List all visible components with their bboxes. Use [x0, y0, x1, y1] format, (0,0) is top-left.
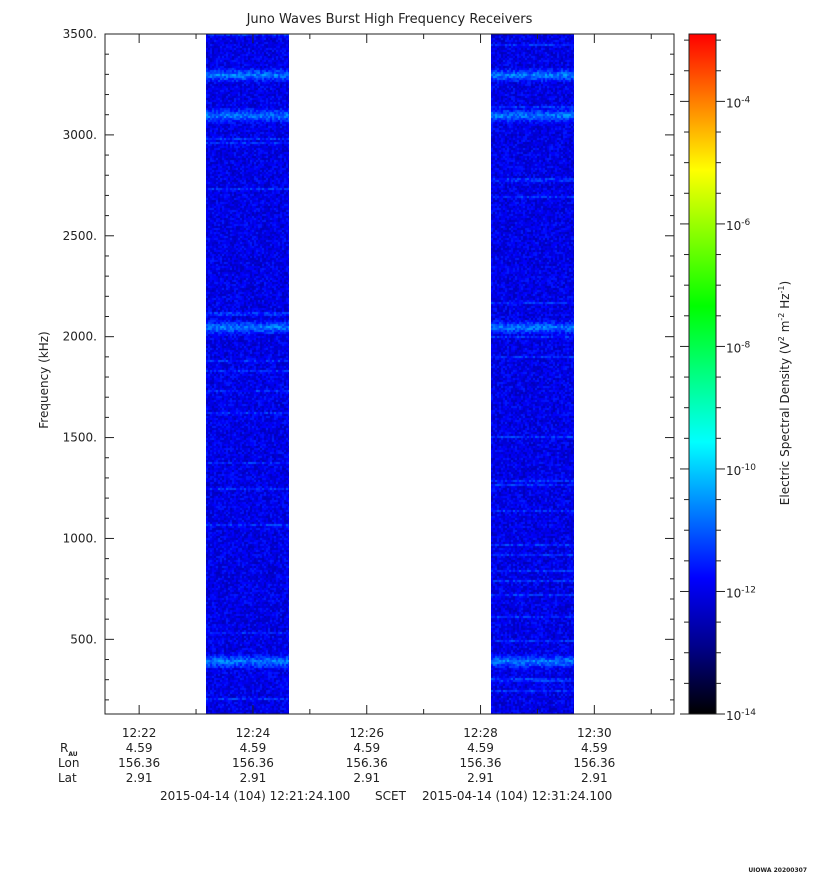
colorbar-tick-label: 10-6: [726, 218, 751, 233]
y-tick-label: 2000.: [63, 330, 97, 344]
time-range-scet: SCET: [375, 789, 406, 803]
x-tick-label: 12:30: [577, 726, 612, 740]
colorbar-label-sup: 2: [777, 336, 786, 341]
colorbar-label-part: Electric Spectral Density (V: [778, 340, 792, 505]
ephemeris-lat-value: 2.91: [467, 771, 494, 785]
colorbar-tick-label: 10-12: [726, 585, 756, 600]
y-tick-label: 1000.: [63, 531, 97, 545]
time-range-start: 2015-04-14 (104) 12:21:24.100: [160, 789, 351, 803]
y-axis-label: Frequency (kHz): [37, 331, 51, 428]
ephemeris-lat-value: 2.91: [580, 771, 608, 785]
ephemeris-r-value: 4.59: [125, 741, 153, 755]
ephemeris-lon-value: 156.36: [118, 756, 161, 770]
ephemeris-lat-value: 2.91: [125, 771, 153, 785]
ephemeris-lon-value: 156.36: [231, 756, 274, 770]
spectrogram-block: [205, 34, 289, 714]
y-tick-label: 1500.: [63, 431, 97, 445]
ephemeris-lon-value: 156.36: [573, 756, 616, 770]
ephemeris-lon-value: 156.36: [459, 756, 502, 770]
colorbar-label-part: m: [778, 321, 792, 337]
ephemeris-lon-value: 156.36: [345, 756, 388, 770]
colorbar-tick-label: 10-8: [726, 340, 751, 355]
ephemeris-r-value: 4.59: [467, 741, 494, 755]
ephemeris-label-lat: Lat: [58, 771, 77, 785]
colorbar-tick-label: 10-14: [726, 708, 756, 723]
ephemeris-label-r: RAU: [60, 741, 78, 758]
ephemeris-lat-value: 2.91: [239, 771, 267, 785]
colorbar-label: Electric Spectral Density (V2 m-2 Hz-1): [777, 281, 792, 505]
ephemeris-r-value: 4.59: [239, 741, 267, 755]
y-tick-label: 500.: [70, 632, 97, 646]
x-tick-label: 12:26: [349, 726, 384, 740]
colorbar: [688, 33, 717, 715]
ephemeris-r-sub: AU: [68, 751, 78, 758]
footer-tag: UIOWA 20200307: [748, 867, 807, 874]
colorbar-label-sup: -1: [777, 286, 786, 294]
ephemeris-lat-value: 2.91: [353, 771, 381, 785]
colorbar-label-sup: -2: [777, 313, 786, 321]
colorbar-label-part: Hz: [778, 293, 792, 312]
colorbar-tick-label: 10-4: [726, 95, 751, 110]
spectrogram-block: [490, 34, 574, 714]
x-tick-label: 12:22: [122, 726, 157, 740]
plot-frame: [104, 33, 675, 715]
colorbar-tick-label: 10-10: [726, 463, 756, 478]
y-tick-label: 2500.: [63, 229, 97, 243]
y-tick-label: 3500.: [63, 27, 97, 41]
chart-title: Juno Waves Burst High Frequency Receiver…: [246, 12, 533, 27]
x-tick-label: 12:28: [463, 726, 498, 740]
ephemeris-label-lon: Lon: [58, 756, 80, 770]
y-tick-label: 3000.: [63, 128, 97, 142]
x-tick-label: 12:24: [236, 726, 271, 740]
ephemeris-r-value: 4.59: [580, 741, 608, 755]
ephemeris-r-value: 4.59: [353, 741, 381, 755]
time-range-end: 2015-04-14 (104) 12:31:24.100: [422, 789, 613, 803]
ephemeris-r-main: R: [60, 741, 69, 755]
colorbar-label-part: ): [778, 281, 792, 286]
